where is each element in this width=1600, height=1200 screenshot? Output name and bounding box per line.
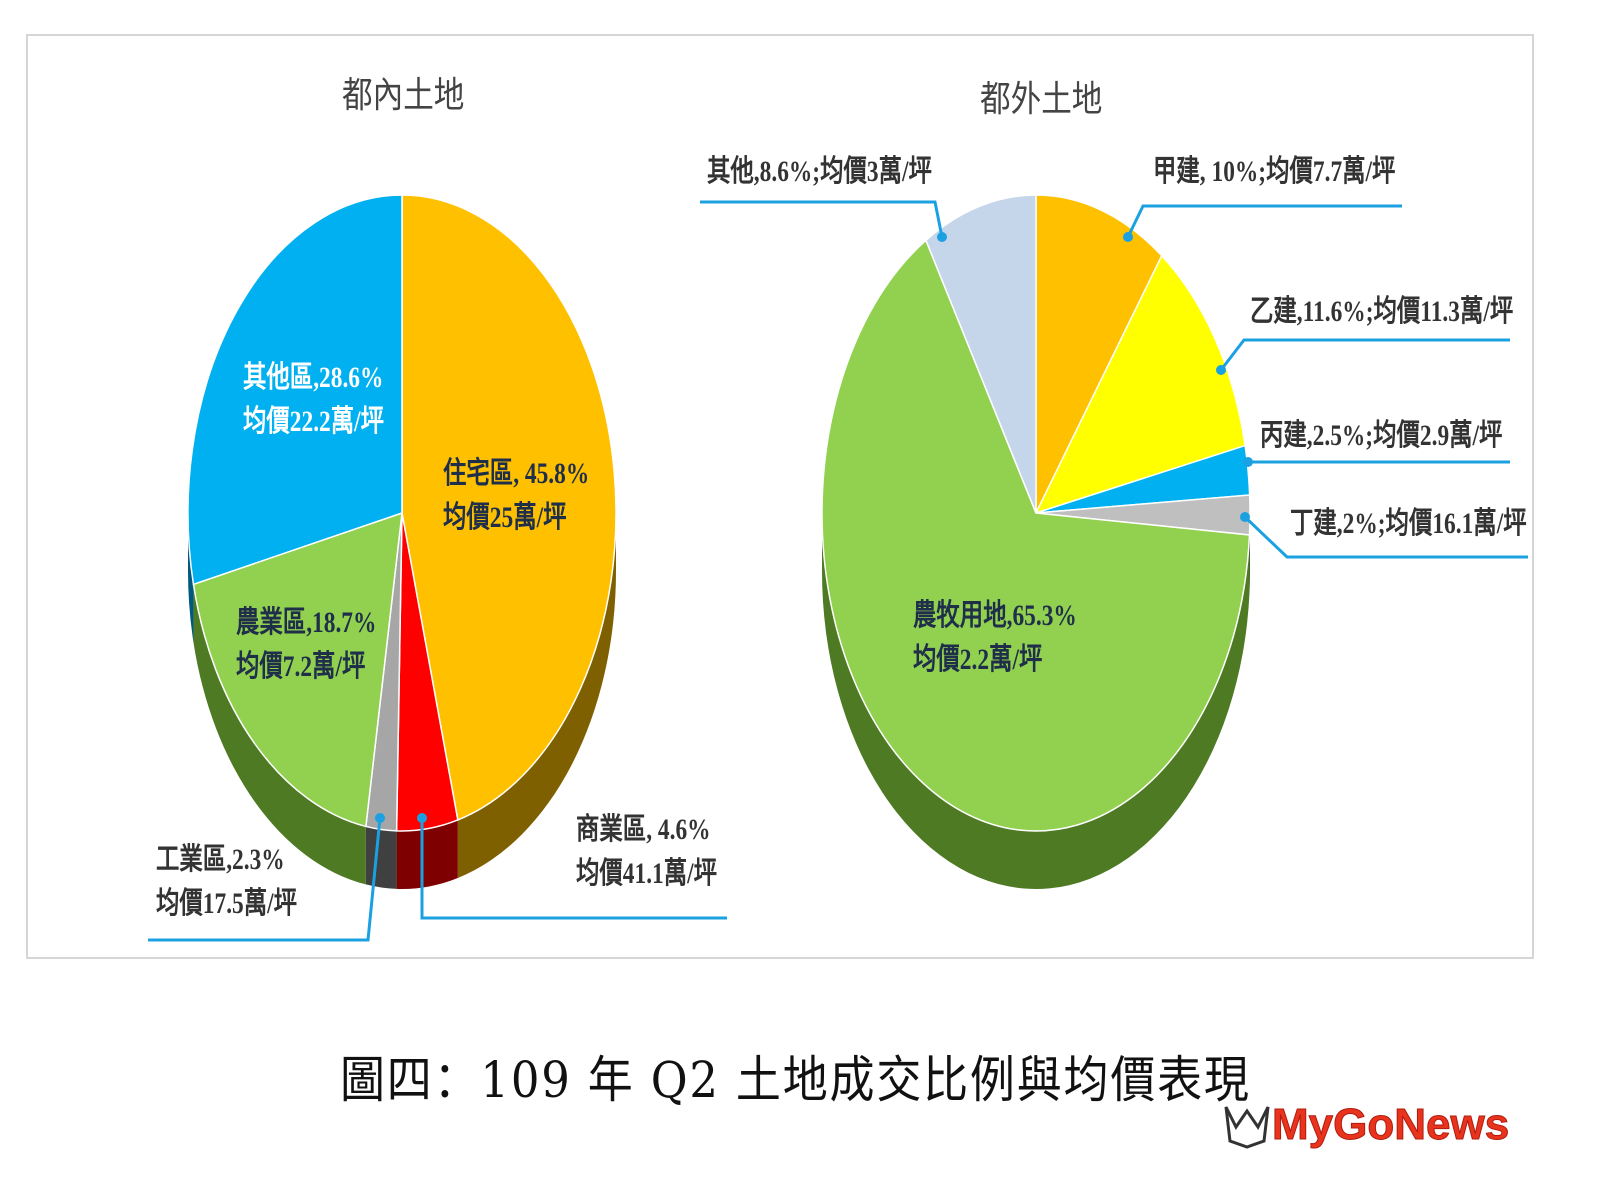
leader-yi <box>1219 338 1510 371</box>
label-commercial: 商業區, 4.6% 均價41.1萬/坪 <box>576 813 718 890</box>
leader-jia <box>1126 204 1402 238</box>
leader-other-dot <box>937 232 947 242</box>
leader-other <box>700 200 944 238</box>
pie-side-商業區 <box>396 819 458 889</box>
label-agricultural: 農業區,18.7% 均價7.2萬/坪 <box>236 606 377 683</box>
logo-text: MyGoNews <box>1271 1100 1510 1150</box>
pie-slice-農業區 <box>192 511 403 828</box>
label-farm: 農牧用地,65.3% 均價2.2萬/坪 <box>913 599 1077 676</box>
pie-slice-農牧用地 <box>821 239 1251 832</box>
pie-side-住宅區 <box>457 513 616 878</box>
leader-yi-dot <box>1216 365 1226 375</box>
pie-side-工業區 <box>365 826 397 889</box>
label-other: 其他,8.6%;均價3萬/坪 <box>707 155 932 188</box>
leader-ding-dot <box>1240 512 1250 522</box>
leader-commercial <box>420 818 727 920</box>
leader-jia-dot <box>1123 232 1133 242</box>
leader-bing-dot <box>1243 457 1253 467</box>
pie-slice-甲建 <box>1035 194 1163 514</box>
pie-slice-其他 <box>925 194 1037 514</box>
label-other-zone: 其他區,28.6% 均價22.2萬/坪 <box>243 361 385 438</box>
label-jia: 甲建, 10%;均價7.7萬/坪 <box>1153 155 1396 188</box>
logo-mark-icon <box>1224 1106 1270 1149</box>
leader-industrial <box>148 817 382 942</box>
pie-title-urban: 都內土地 <box>342 75 465 116</box>
label-bing: 丙建,2.5%;均價2.9萬/坪 <box>1260 419 1503 452</box>
leader-industrial-dot <box>375 813 385 823</box>
pie-title-nonurban: 都外土地 <box>980 79 1103 120</box>
pie-slice-住宅區 <box>401 194 617 822</box>
label-ding: 丁建,2%;均價16.1萬/坪 <box>1290 507 1527 540</box>
pie-side-農業區 <box>193 584 366 885</box>
label-yi: 乙建,11.6%;均價11.3萬/坪 <box>1250 295 1514 328</box>
leader-commercial-dot <box>417 813 427 823</box>
leader-ding <box>1243 515 1528 559</box>
pie-slice-乙建 <box>1034 254 1246 515</box>
pie-slice-其他區 <box>187 194 403 586</box>
figure-caption: 圖四：109 年 Q2 土地成交比例與均價表現 <box>340 1051 1251 1109</box>
mygonews-logo: MyGoNews <box>1222 1100 1510 1150</box>
pie-side-農牧用地 <box>822 513 1250 890</box>
label-industrial: 工業區,2.3% 均價17.5萬/坪 <box>156 843 298 920</box>
label-residential: 住宅區, 45.8% 均價25萬/坪 <box>443 457 590 534</box>
pie-side-其他區 <box>188 513 194 643</box>
chart-frame <box>26 34 1534 959</box>
